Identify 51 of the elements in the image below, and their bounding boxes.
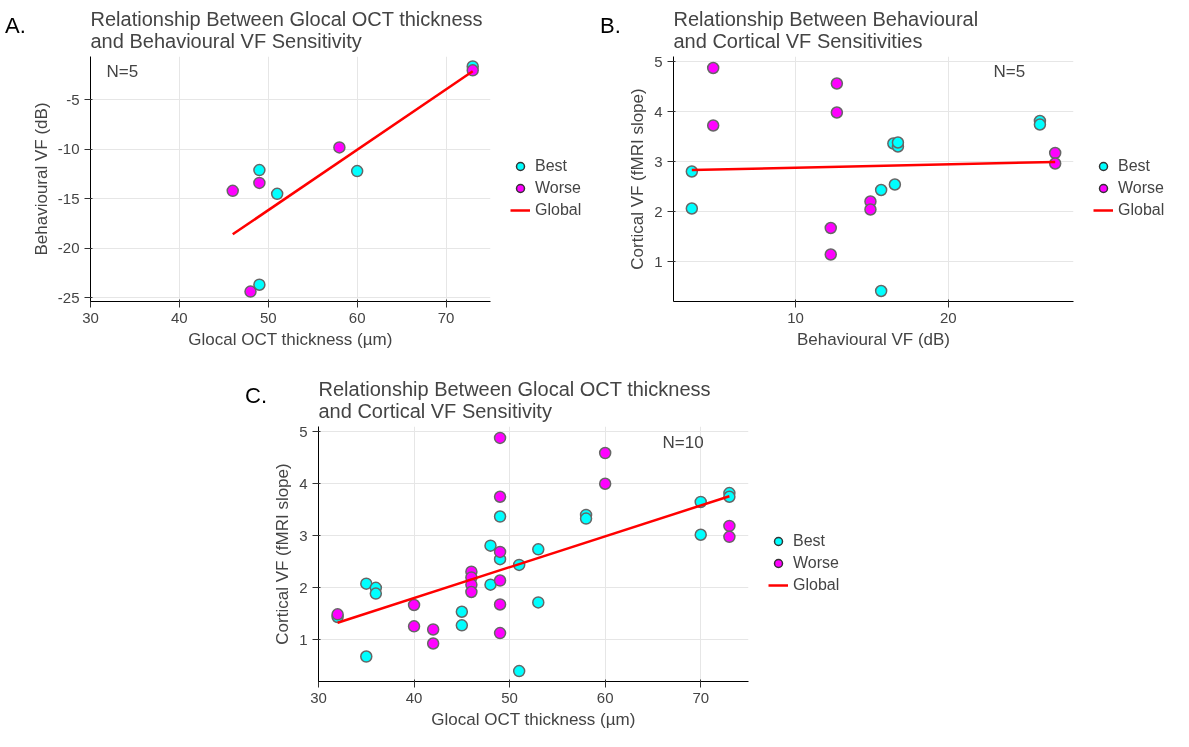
x-tick-label: 70	[692, 688, 710, 706]
annotation: N=10	[662, 433, 704, 452]
legend-label: Best	[1118, 157, 1151, 175]
y-tick-label: 4	[299, 474, 308, 492]
y-tick-label: -5	[66, 90, 80, 108]
annotation: N=5	[106, 62, 139, 81]
text: C.	[245, 382, 267, 410]
x-tick-label: 20	[939, 308, 957, 326]
y-tick-label: 1	[654, 252, 663, 270]
x-tick-label: 50	[501, 688, 518, 706]
x-tick-label: 30	[82, 308, 99, 326]
legend-label: Best	[535, 157, 568, 175]
y-tick-label: 5	[299, 422, 308, 440]
x-tick-label: 60	[596, 688, 614, 706]
x-tick-label: 70	[437, 308, 455, 326]
y-tick-label: 3	[654, 152, 663, 170]
y-tick-label: -25	[57, 288, 80, 306]
x-tick-label: 50	[259, 308, 277, 326]
x-tick-label: 40	[171, 308, 188, 326]
legend-label: Global	[535, 201, 582, 219]
x-axis-title: Glocal OCT thickness (µm)	[188, 329, 393, 349]
legend-label: Best	[793, 532, 826, 550]
x-axis-title: Glocal OCT thickness (µm)	[431, 709, 636, 729]
legend-label: Worse	[793, 554, 839, 572]
y-tick-label: 2	[654, 202, 663, 220]
y-tick-label: 5	[654, 52, 663, 70]
y-tick-label: -20	[57, 239, 80, 257]
y-tick-label: 2	[299, 578, 308, 596]
annotation: N=5	[993, 62, 1026, 81]
chart-title: Relationship Between Glocal OCT thickness and Cortical VF Sensitivity	[318, 377, 711, 422]
x-axis-title: Behavioural VF (dB)	[796, 329, 951, 349]
y-axis-title: Behavioural VF (dB)	[31, 102, 51, 256]
text: A.	[5, 12, 26, 40]
x-tick-label: 40	[405, 688, 423, 706]
legend-label: Global	[1118, 201, 1165, 219]
legend-label: Worse	[535, 179, 581, 197]
chart-title: Relationship Between Behavioural and Cortical VF Sensitivities	[673, 7, 979, 52]
x-tick-label: 30	[310, 688, 327, 706]
legend-label: Worse	[1118, 179, 1164, 197]
y-axis-title: Cortical VF (fMRI slope)	[273, 463, 293, 645]
text: B.	[600, 12, 621, 40]
x-tick-label: 60	[348, 308, 366, 326]
chart-title: Relationship Between Glocal OCT thickness and Behavioural VF Sensitivity	[90, 7, 483, 52]
y-tick-label: -10	[57, 140, 80, 158]
y-tick-label: 3	[299, 526, 308, 544]
legend-label: Global	[793, 576, 840, 594]
y-axis-title: Cortical VF (fMRI slope)	[628, 88, 648, 270]
y-tick-label: 1	[299, 630, 308, 648]
x-tick-label: 10	[787, 308, 804, 326]
y-tick-label: -15	[57, 189, 80, 207]
y-tick-label: 4	[654, 102, 663, 120]
